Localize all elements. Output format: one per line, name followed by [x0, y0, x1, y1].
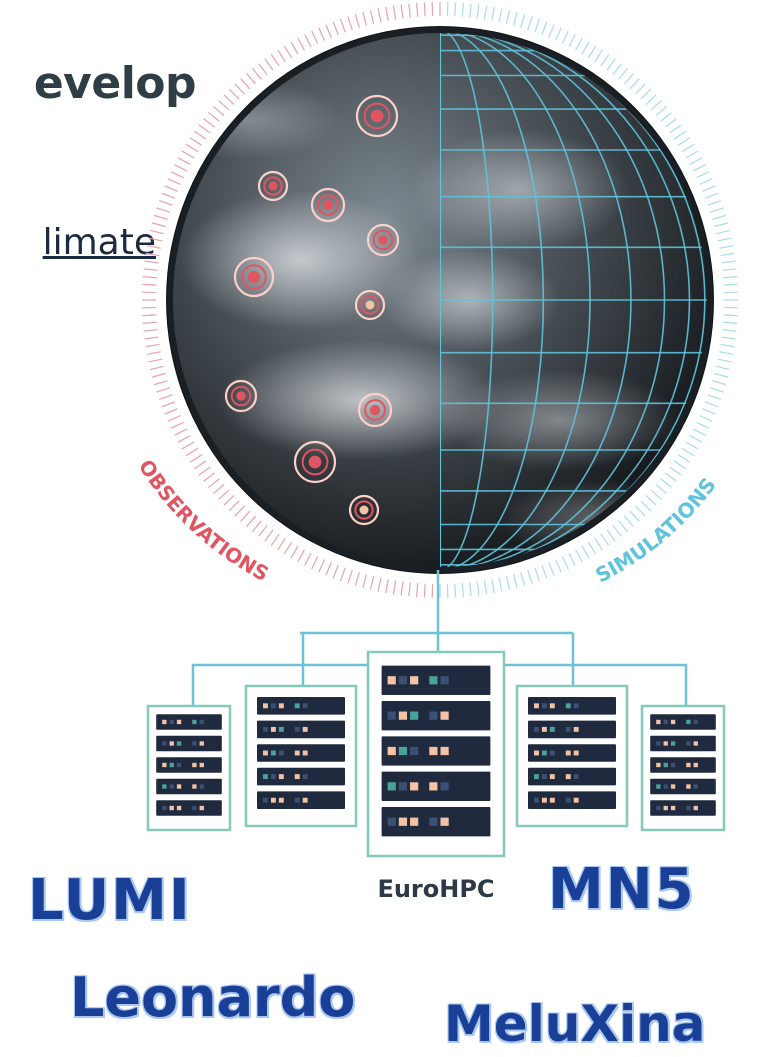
observation-marker-icon — [354, 289, 386, 321]
server-rack-icon — [244, 684, 358, 828]
observation-marker-icon — [224, 379, 258, 413]
observation-markers — [224, 94, 400, 526]
observation-marker-icon — [257, 170, 289, 202]
observation-marker-icon — [366, 223, 400, 257]
server-rack-icon — [366, 650, 506, 858]
observation-marker-icon — [293, 440, 337, 484]
observation-marker-icon — [233, 256, 275, 298]
hpc-name-meluxina: MeluXina — [444, 995, 706, 1053]
observation-marker-icon — [310, 187, 346, 223]
hpc-name-mn5: MN5 — [548, 857, 696, 922]
observation-marker-icon — [355, 94, 399, 138]
tick-ring — [142, 2, 738, 598]
eurohpc-label: EuroHPC — [377, 875, 495, 903]
server-rack-icon — [515, 684, 629, 828]
observation-marker-icon — [357, 392, 393, 428]
simulation-grid-icon — [440, 29, 711, 571]
server-rack-icon — [146, 704, 232, 832]
server-cluster — [146, 650, 726, 858]
climate-link[interactable]: limate — [42, 222, 156, 263]
heading-fragment: evelop — [33, 58, 197, 109]
globe-icon — [166, 26, 714, 574]
hpc-name-lumi: LUMI — [28, 868, 192, 933]
observation-marker-icon — [348, 494, 380, 526]
server-rack-icon — [640, 704, 726, 832]
hpc-name-leonardo: Leonardo — [70, 966, 356, 1029]
